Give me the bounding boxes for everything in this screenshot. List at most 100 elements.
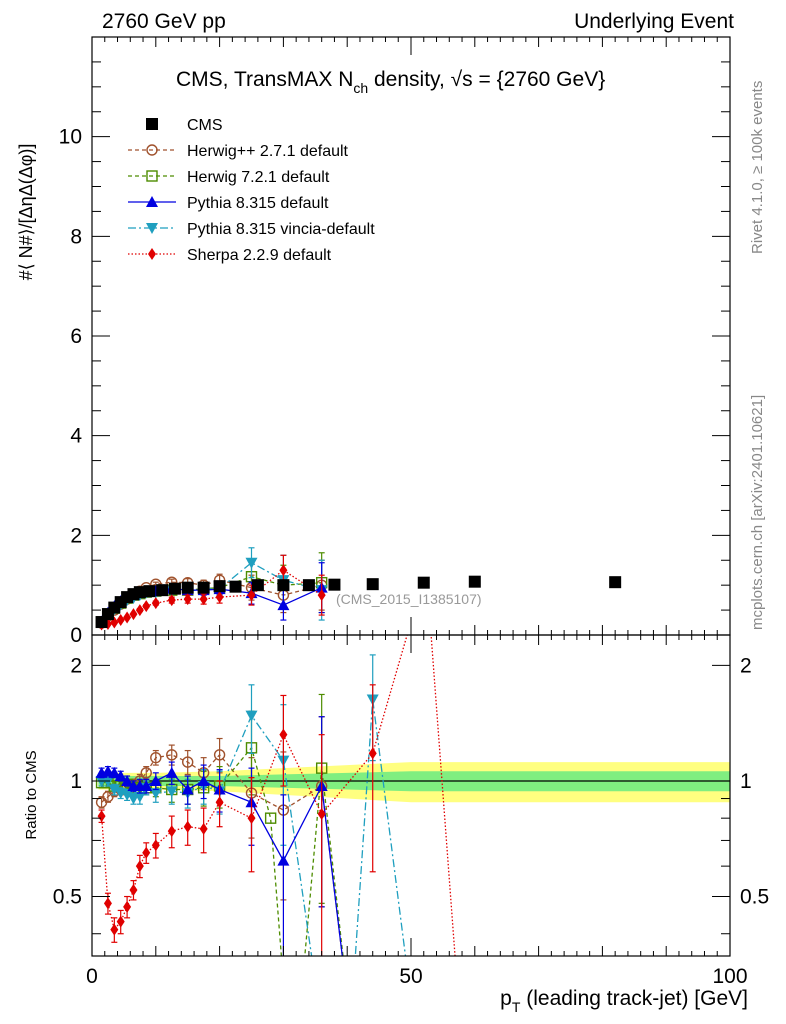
legend-pythia-label: Pythia 8.315 default	[187, 195, 329, 212]
ratio-herwig7-point	[264, 812, 277, 824]
ratio-herwigpp-point	[181, 756, 194, 768]
ratio-sherpa-point	[215, 796, 224, 809]
ratio-pythia-point	[277, 854, 290, 866]
main-y-tick-label: 4	[70, 425, 82, 448]
mcplots-label: mcplots.cern.ch [arXiv:2401.10621]	[749, 395, 766, 630]
ratio-pythia-point	[149, 774, 162, 786]
ratio-sherpa-line	[100, 635, 456, 956]
main-sherpa-point	[247, 589, 256, 602]
main-cms-point	[366, 578, 379, 591]
x-tick-label: 50	[399, 965, 422, 988]
legend: CMS Herwig++ 2.7.1 default Herwig 7.2.1 de…	[128, 117, 375, 264]
main-sherpa-point	[199, 593, 208, 606]
main-cms-point	[143, 585, 156, 598]
main-sherpa-point	[183, 593, 192, 606]
main-sherpa-point	[317, 589, 326, 602]
ratio-herwigpp-point	[150, 751, 162, 764]
main-cms-point	[609, 576, 622, 589]
main-cms-point	[156, 584, 169, 597]
main-sherpa-point	[123, 611, 132, 624]
main-y-tick-label: 6	[70, 325, 82, 348]
rivet-label: Rivet 4.1.0, ≥ 100k events	[749, 81, 766, 254]
ratio-herwig7-point	[298, 977, 308, 987]
legend-sherpa-label: Sherpa 2.2.9 default	[187, 247, 332, 264]
ratio-sherpa-point	[142, 846, 151, 859]
ratio-sherpa-point	[183, 820, 192, 833]
main-cms-point	[197, 581, 210, 594]
ratio-y-tick-label-left: 1	[70, 770, 82, 793]
main-sherpa-point	[116, 614, 125, 627]
ratio-vincia-point	[348, 977, 360, 988]
ratio-y-tick-label-right: 0.5	[740, 886, 769, 909]
main-cms-point	[213, 580, 226, 593]
ratio-band-group	[98, 762, 730, 803]
ratio-vincia-point	[245, 710, 258, 722]
main-cms-point	[417, 576, 430, 589]
ratio-vincia-point	[108, 784, 121, 796]
axis-ticks: 0 50 100 0 2 4 6 8 10 0.5 0.5 1 1 2 2	[53, 36, 769, 988]
ratio-sherpa-point	[247, 812, 256, 825]
legend-vincia-marker	[146, 223, 158, 234]
ratio-y-tick-label-right: 2	[740, 654, 752, 677]
ratio-sherpa-point	[116, 915, 125, 928]
main-cms-point	[468, 575, 481, 588]
ratio-pythia-line	[101, 770, 343, 956]
legend-pythia-marker	[146, 196, 158, 207]
ratio-sherpa-point	[129, 883, 138, 896]
ratio-herwig7-point	[278, 977, 288, 987]
header-right: Underlying Event	[574, 10, 734, 33]
header-left: 2760 GeV pp	[102, 10, 226, 33]
ratio-sherpa-point	[368, 747, 377, 760]
main-cms-point	[181, 581, 194, 594]
ratio-sherpa-point	[279, 728, 288, 741]
ratio-y-tick-label-right: 1	[740, 770, 752, 793]
main-cms-point	[328, 578, 341, 591]
reference-label: (CMS_2015_I1385107)	[336, 591, 482, 607]
ratio-ylabel: Ratio to CMS	[23, 750, 40, 839]
ratio-herwigpp-point	[166, 749, 178, 761]
ratio-sherpa-point	[167, 825, 176, 838]
main-cms-point	[302, 579, 315, 592]
ratio-herwigpp-point	[140, 767, 152, 779]
main-sherpa-point	[167, 594, 176, 607]
legend-vincia-label: Pythia 8.315 vincia-default	[187, 221, 375, 238]
main-sherpa-point	[279, 564, 288, 577]
legend-herwigpp-marker	[146, 144, 158, 156]
main-sherpa-point	[215, 591, 224, 604]
ratio-sherpa-point	[103, 897, 112, 910]
main-cms-point	[229, 580, 242, 593]
ratio-vincia-point	[149, 788, 162, 800]
ratio-vincia-line	[101, 699, 407, 956]
main-vincia-point	[245, 557, 258, 569]
legend-herwigpp-label: Herwig++ 2.7.1 default	[187, 143, 349, 160]
main-cms-point	[133, 586, 146, 599]
ratio-pythia-point	[140, 780, 153, 792]
ratio-sherpa-point	[317, 808, 326, 821]
ratio-pythia-point	[114, 770, 127, 782]
x-axis-label: pT (leading track-jet) [GeV]	[500, 987, 748, 1015]
x-tick-label: 100	[712, 965, 747, 988]
ratio-pythia-point	[165, 766, 178, 778]
ratio-vincia-point	[121, 789, 134, 801]
main-sherpa-point	[142, 600, 151, 613]
main-y-tick-label: 8	[70, 225, 82, 248]
ratio-vincia-point	[309, 977, 321, 988]
legend-cms-label: CMS	[187, 117, 223, 134]
ratio-y-tick-label-left: 2	[70, 654, 82, 677]
ratio-pythia-point	[121, 774, 134, 786]
legend-herwig7-marker	[146, 170, 158, 182]
main-cms-point	[251, 579, 264, 592]
main-ylabel: #⟨ N#⟩/[ΔηΔ(Δφ)]	[16, 144, 36, 281]
main-sherpa-point	[135, 604, 144, 617]
ratio-sherpa-point	[426, 616, 434, 628]
legend-sherpa-marker	[148, 248, 156, 260]
main-cms-point	[168, 582, 181, 595]
ratio-vincia-point	[165, 786, 178, 798]
legend-herwig7-label: Herwig 7.2.1 default	[187, 169, 330, 186]
main-series-group	[95, 547, 622, 631]
ratio-sherpa-point	[151, 839, 160, 852]
ratio-sherpa-point	[110, 923, 119, 936]
main-sherpa-point	[151, 597, 160, 610]
main-sherpa-line	[101, 569, 323, 626]
